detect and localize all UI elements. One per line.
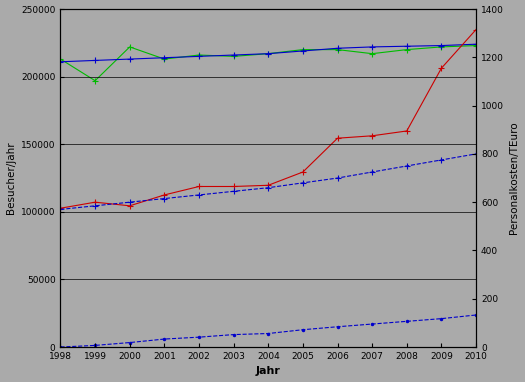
- Y-axis label: Besucher/Jahr: Besucher/Jahr: [6, 142, 16, 214]
- Y-axis label: Personalkosten/TEuro: Personalkosten/TEuro: [509, 122, 519, 234]
- X-axis label: Jahr: Jahr: [256, 366, 281, 376]
